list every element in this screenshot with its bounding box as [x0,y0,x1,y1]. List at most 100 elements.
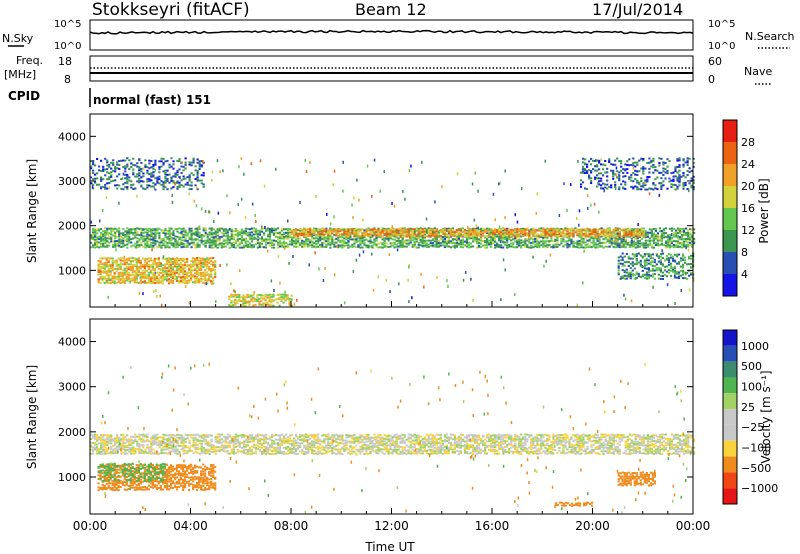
power-cell [96,242,99,244]
power-cell [250,231,253,234]
power-cell [686,164,689,166]
power-cell [92,238,95,241]
power-cell [661,278,664,280]
power-cell [222,245,225,248]
power-cell [685,238,688,240]
power-cell [230,282,232,286]
power-cell [208,244,211,247]
power-cell [500,246,503,249]
power-cell [329,229,332,232]
power-cell [548,240,551,243]
power-cell [244,300,247,303]
power-cell [363,235,366,238]
power-cell [638,234,641,237]
power-cell [208,233,211,236]
power-cell [287,235,290,238]
power-cell [103,267,106,270]
power-cell [668,180,671,183]
power-cell [214,269,217,272]
power-cell [240,228,243,231]
velocity-cell [102,434,105,436]
power-cell [159,262,162,265]
power-cell [604,237,607,240]
power-cell [156,229,159,232]
power-cell [651,257,654,260]
power-cell [252,227,255,230]
power-cell [230,232,233,235]
power-cell [453,242,456,245]
power-cell [135,276,138,279]
power-cell [355,231,358,234]
power-cell [514,228,517,231]
power-cell [140,237,143,240]
power-cell [407,278,409,282]
power-cell [110,233,113,236]
power-cell [488,229,491,232]
power-cell [396,248,399,252]
power-cell [586,194,589,198]
power-cell [200,260,203,263]
power-cell [172,160,175,163]
power-cell [243,231,245,235]
power-cell [479,237,483,240]
power-cell [339,239,342,242]
velocity-cell [102,440,105,443]
power-cell [379,246,382,249]
power-cell [115,261,118,264]
velocity-heatmap-cells [90,362,696,514]
power-cell [475,230,479,233]
power-cell [214,265,217,268]
power-cell [353,239,356,242]
power-cell [287,229,290,232]
power-cell [385,229,388,232]
power-cell [635,257,638,260]
power-cell [676,187,679,190]
power-cell [151,272,154,275]
power-cell [160,303,163,307]
power-cell [258,231,261,234]
power-cell [186,176,189,179]
power-cell [281,228,284,231]
power-cell [465,232,469,235]
power-cell [256,240,259,242]
power-cell [105,257,108,260]
power-cell [311,235,314,238]
power-cell [145,276,148,279]
power-cell [640,242,643,245]
power-cell [258,297,261,300]
power-cell [570,183,572,187]
power-cell [488,227,491,230]
power-cell [433,240,436,243]
power-cell [655,254,658,257]
power-cell [399,231,402,234]
velocity-cell [102,452,105,455]
power-cell [236,302,239,305]
power-cell [662,180,665,183]
power-cell [502,231,505,234]
power-cell [375,239,378,242]
power-cell [116,235,119,238]
power-cell [435,228,438,231]
power-cell [477,244,481,247]
power-cell [678,245,682,248]
power-cell [177,279,181,282]
power-cell [214,239,217,242]
power-cell [210,272,213,275]
power-cell [690,257,693,260]
power-cell [122,228,125,231]
power-cell [129,267,132,270]
power-cell [672,178,675,181]
power-cell [184,258,187,261]
power-cell [399,235,402,238]
power-cell [120,240,123,243]
power-cell [200,241,203,244]
power-cell [100,231,103,234]
power-cell [625,261,628,264]
power-cell [110,175,113,178]
power-cell [202,257,205,260]
power-cell [580,234,583,237]
power-cell [623,276,625,279]
power-cell [208,241,211,244]
power-cell [128,179,131,182]
power-cell [210,244,213,247]
